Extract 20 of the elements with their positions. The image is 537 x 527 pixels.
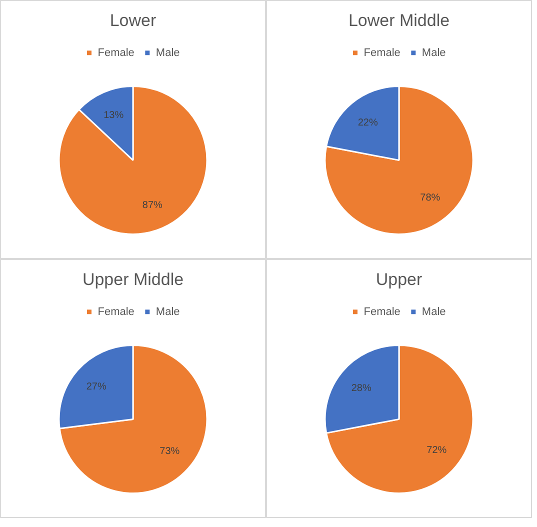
legend-label: Male [422,306,446,318]
data-label: 87% [142,200,163,211]
chart-title: Upper [376,270,422,289]
data-label: 22% [358,117,378,128]
legend-label: Male [156,306,180,318]
data-label: 73% [160,446,180,458]
chart-title: Upper Middle [82,270,184,289]
data-label: 78% [420,192,440,204]
legend-label: Female [98,306,134,318]
data-label: 27% [86,382,106,393]
legend-label: Female [364,306,400,318]
legend-label: Male [156,46,180,59]
data-label: 13% [104,110,124,122]
data-label: 72% [426,445,447,456]
legend-label: Female [364,46,400,59]
chart-title: Lower [110,10,156,30]
chart-title: Lower Middle [348,10,450,30]
data-label: 28% [351,382,372,394]
legend-label: Male [422,46,446,59]
legend-label: Female [98,46,134,59]
